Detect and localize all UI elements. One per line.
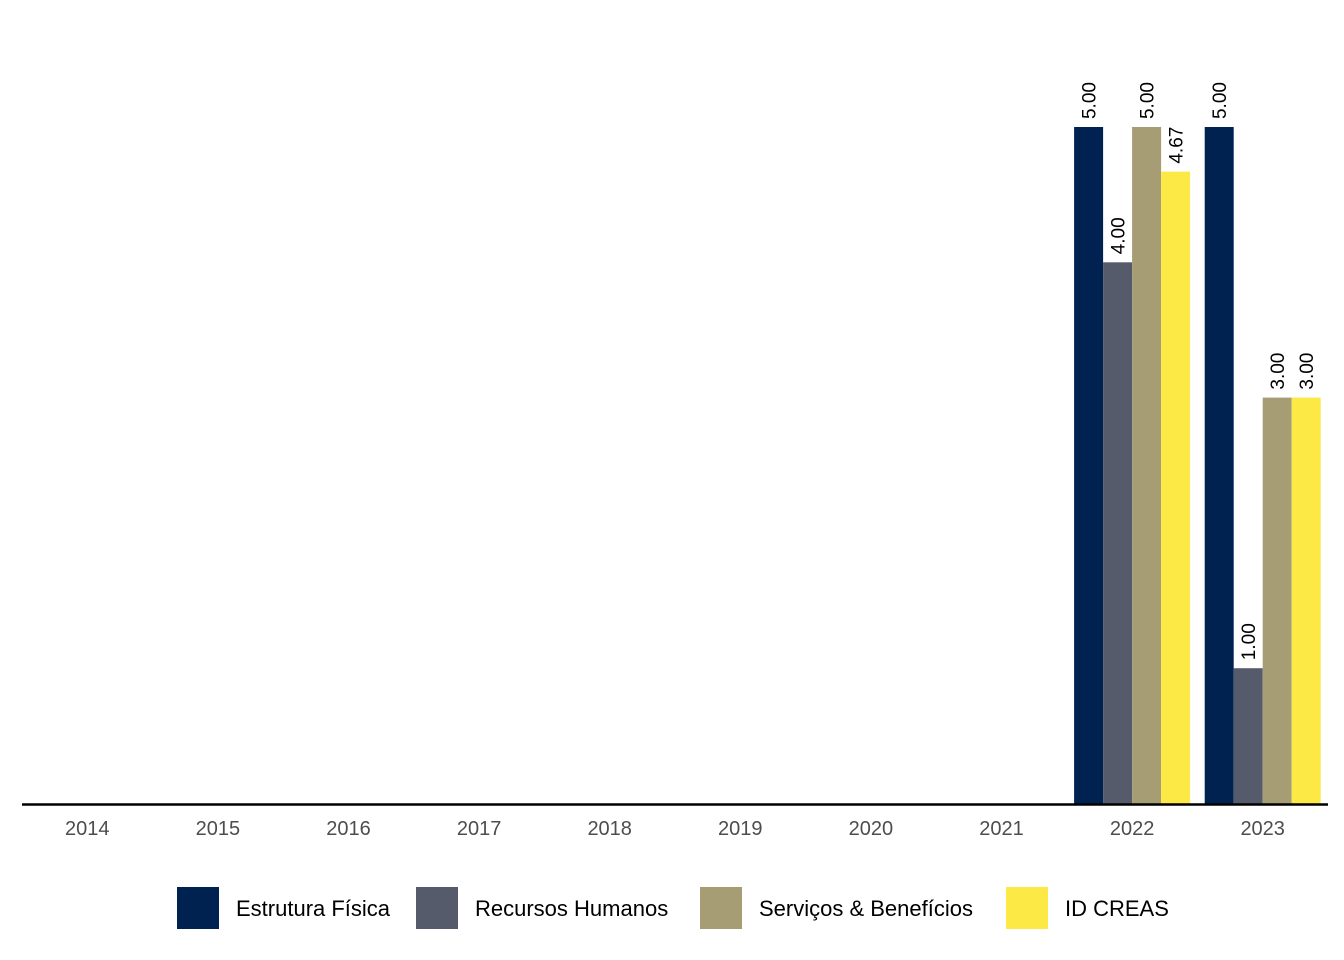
bar-2022-s0 [1074, 127, 1104, 804]
legend-key-s3 [1006, 887, 1048, 929]
data-label-2022-s2: 5.00 [1138, 82, 1159, 119]
data-label-2023-s2: 3.00 [1268, 353, 1289, 390]
legend-label-s0: Estrutura Física [236, 896, 391, 921]
data-label-2023-s0: 5.00 [1210, 82, 1231, 119]
legend-label-s1: Recursos Humanos [475, 896, 668, 921]
x-tick-label: 2016 [326, 818, 371, 840]
x-axis-ticks: 2014 2015 2016 2017 2018 2019 2020 2021 2022 2023 [65, 818, 1285, 840]
x-tick-label: 2014 [65, 818, 110, 840]
data-label-2023-s3: 3.00 [1297, 353, 1318, 390]
bar-2023-s2 [1262, 397, 1292, 804]
legend-key-s0 [177, 887, 219, 929]
bars-layer [1074, 127, 1321, 804]
x-tick-label: 2020 [849, 818, 894, 840]
bar-2022-s2 [1132, 127, 1162, 804]
legend: Estrutura Física Recursos Humanos Serviços… [177, 887, 1169, 929]
legend-label-s2: Serviços & Benefícios [759, 896, 973, 921]
x-tick-label: 2021 [979, 818, 1024, 840]
legend-key-s1 [416, 887, 458, 929]
data-label-2023-s1: 1.00 [1239, 623, 1260, 660]
x-tick-label: 2015 [196, 818, 241, 840]
legend-key-s2 [700, 887, 742, 929]
data-label-2022-s3: 4.67 [1167, 127, 1188, 164]
x-tick-label: 2017 [457, 818, 502, 840]
bar-2023-s1 [1233, 668, 1263, 804]
data-labels-layer: 5.00 4.00 5.00 4.67 5.00 1.00 3.00 3.00 [1080, 82, 1319, 660]
data-label-2022-s1: 4.00 [1109, 217, 1130, 254]
x-tick-label: 2019 [718, 818, 763, 840]
x-tick-label: 2023 [1240, 818, 1285, 840]
bar-2022-s1 [1103, 262, 1133, 804]
x-tick-label: 2022 [1110, 818, 1155, 840]
data-label-2022-s0: 5.00 [1080, 82, 1101, 119]
bar-2022-s3 [1161, 171, 1191, 804]
bar-2023-s3 [1291, 397, 1321, 804]
legend-label-s3: ID CREAS [1065, 896, 1169, 921]
x-tick-label: 2018 [587, 818, 632, 840]
bar-2023-s0 [1204, 127, 1234, 804]
